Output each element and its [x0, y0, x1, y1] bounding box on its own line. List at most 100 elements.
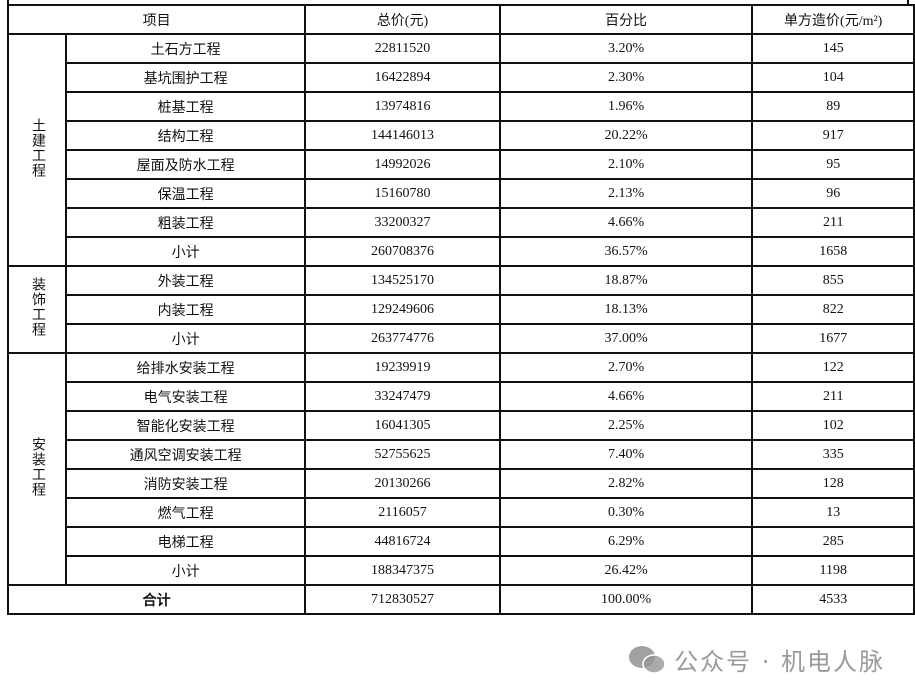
unit-price: 145 — [751, 33, 915, 64]
total-price: 13974816 — [304, 91, 501, 122]
table-row: 粗装工程 33200327 4.66% 211 — [8, 207, 915, 238]
percentage: 7.40% — [498, 439, 754, 470]
total-price: 144146013 — [304, 120, 501, 151]
group-label: 土建工程 — [7, 33, 67, 267]
unit-price: 13 — [751, 497, 915, 528]
group-name: 土建工程 — [30, 117, 45, 178]
percentage: 2.30% — [498, 62, 754, 93]
total-price: 16041305 — [304, 410, 501, 441]
item-name: 通风空调安装工程 — [64, 439, 307, 470]
table-row: 燃气工程 2116057 0.30% 13 — [8, 497, 915, 528]
header-item: 项目 — [6, 4, 307, 35]
unit-price: 285 — [751, 526, 915, 557]
table-row: 电气安装工程 33247479 4.66% 211 — [8, 381, 915, 412]
unit-price: 122 — [751, 352, 915, 383]
percentage: 3.20% — [498, 33, 754, 64]
watermark: 公众号 · 机电人脉 — [628, 642, 885, 677]
table-row: 智能化安装工程 16041305 2.25% 102 — [8, 410, 915, 441]
subtotal-row: 小计 263774776 37.00% 1677 — [8, 323, 915, 354]
table-row: 屋面及防水工程 14992026 2.10% 95 — [8, 149, 915, 180]
item-name: 小计 — [64, 323, 307, 354]
table-top-border — [7, 0, 909, 6]
item-name: 土石方工程 — [64, 33, 307, 64]
unit-price: 89 — [751, 91, 915, 122]
total-price: 134525170 — [304, 265, 501, 296]
total-price: 33247479 — [304, 381, 501, 412]
percentage: 20.22% — [498, 120, 754, 151]
item-name: 给排水安装工程 — [64, 352, 307, 383]
total-price: 2116057 — [304, 497, 501, 528]
total-price: 19239919 — [304, 352, 501, 383]
total-price: 260708376 — [304, 236, 501, 267]
table-row: 结构工程 144146013 20.22% 917 — [8, 120, 915, 151]
percentage: 37.00% — [498, 323, 754, 354]
unit-price: 1677 — [751, 323, 915, 354]
total-price: 22811520 — [304, 33, 501, 64]
item-name: 保温工程 — [64, 178, 307, 209]
item-name: 电梯工程 — [64, 526, 307, 557]
header-total: 总价(元) — [304, 4, 501, 35]
table-row: 安装工程 给排水安装工程 19239919 2.70% 122 — [7, 352, 915, 586]
total-price: 15160780 — [304, 178, 501, 209]
total-price: 188347375 — [304, 555, 501, 586]
percentage: 2.10% — [498, 149, 754, 180]
unit-price: 211 — [751, 381, 915, 412]
percentage: 2.25% — [498, 410, 754, 441]
percentage: 6.29% — [498, 526, 754, 557]
percentage: 18.87% — [498, 265, 754, 296]
unit-price: 1658 — [751, 236, 915, 267]
table-row: 装饰工程 外装工程 134525170 18.87% 855 — [7, 265, 915, 354]
watermark-text: 公众号 · 机电人脉 — [674, 648, 885, 676]
subtotal-row: 小计 260708376 36.57% 1658 — [8, 236, 915, 267]
grand-total-percent: 100.00% — [498, 584, 754, 615]
group-label: 装饰工程 — [7, 265, 67, 354]
table-row: 电梯工程 44816724 6.29% 285 — [8, 526, 915, 557]
percentage: 36.57% — [498, 236, 754, 267]
total-price: 20130266 — [304, 468, 501, 499]
table-row: 保温工程 15160780 2.13% 96 — [8, 178, 915, 209]
item-name: 基坑围护工程 — [64, 62, 307, 93]
table-row: 内装工程 129249606 18.13% 822 — [8, 294, 915, 325]
unit-price: 128 — [751, 468, 915, 499]
item-name: 消防安装工程 — [64, 468, 307, 499]
item-name: 智能化安装工程 — [64, 410, 307, 441]
unit-price: 917 — [751, 120, 915, 151]
item-name: 电气安装工程 — [64, 381, 307, 412]
header-percent: 百分比 — [498, 4, 754, 35]
item-name: 桩基工程 — [64, 91, 307, 122]
unit-price: 822 — [751, 294, 915, 325]
unit-price: 95 — [751, 149, 915, 180]
unit-price: 335 — [751, 439, 915, 470]
percentage: 26.42% — [498, 555, 754, 586]
percentage: 2.70% — [498, 352, 754, 383]
percentage: 2.82% — [498, 468, 754, 499]
total-price: 16422894 — [304, 62, 501, 93]
percentage: 4.66% — [498, 207, 754, 238]
total-price: 14992026 — [304, 149, 501, 180]
percentage: 0.30% — [498, 497, 754, 528]
item-name: 结构工程 — [64, 120, 307, 151]
item-name: 小计 — [64, 555, 307, 586]
grand-total-price: 712830527 — [304, 584, 501, 615]
total-price: 33200327 — [304, 207, 501, 238]
table-row: 基坑围护工程 16422894 2.30% 104 — [8, 62, 915, 93]
percentage: 4.66% — [498, 381, 754, 412]
table-row: 土建工程 土石方工程 22811520 3.20% 145 — [7, 33, 915, 267]
unit-price: 96 — [751, 178, 915, 209]
table-header-row: 项目 总价(元) 百分比 单方造价(元/m²) — [6, 4, 915, 35]
subtotal-row: 小计 188347375 26.42% 1198 — [8, 555, 915, 586]
group-label: 安装工程 — [7, 352, 67, 586]
percentage: 2.13% — [498, 178, 754, 209]
total-price: 129249606 — [304, 294, 501, 325]
item-name: 外装工程 — [64, 265, 307, 296]
total-price: 52755625 — [304, 439, 501, 470]
percentage: 1.96% — [498, 91, 754, 122]
table-row: 桩基工程 13974816 1.96% 89 — [8, 91, 915, 122]
total-price: 263774776 — [304, 323, 501, 354]
unit-price: 855 — [751, 265, 915, 296]
unit-price: 104 — [751, 62, 915, 93]
item-name: 粗装工程 — [64, 207, 307, 238]
table-row: 通风空调安装工程 52755625 7.40% 335 — [8, 439, 915, 470]
table-row: 消防安装工程 20130266 2.82% 128 — [8, 468, 915, 499]
cost-table: 项目 总价(元) 百分比 单方造价(元/m²) 土建工程 土石方工程 2281152… — [6, 4, 915, 615]
